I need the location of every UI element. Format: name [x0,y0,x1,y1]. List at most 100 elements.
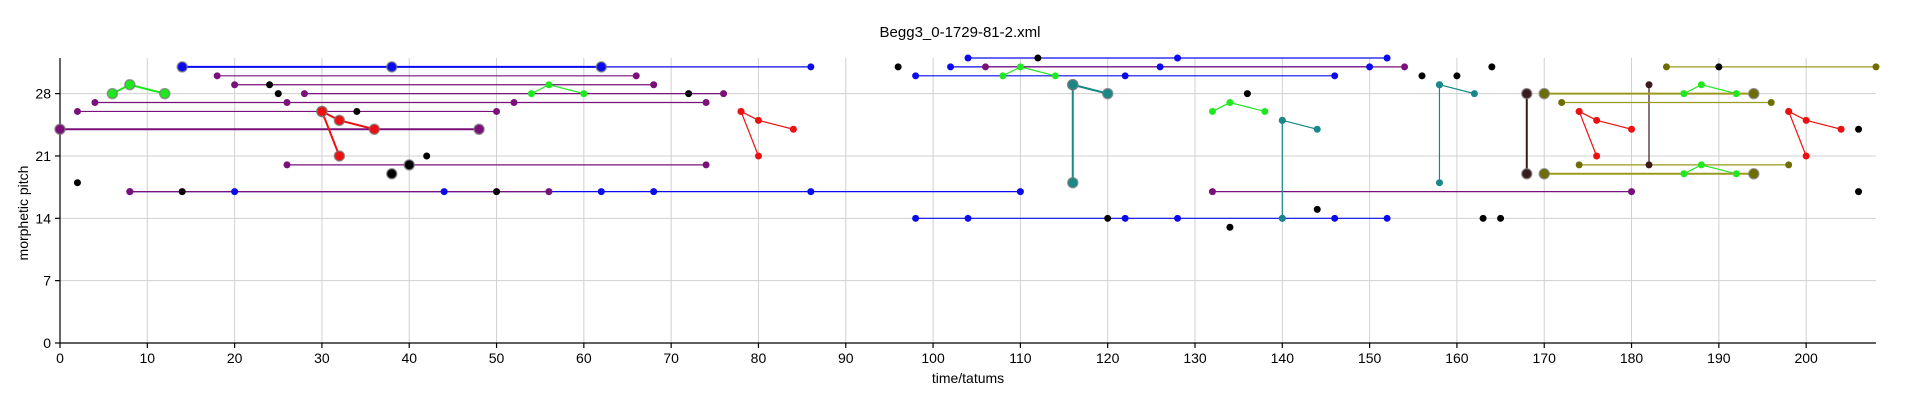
data-point [353,107,361,115]
x-tick-label: 150 [1358,350,1382,366]
data-point [1383,54,1391,62]
data-point [1313,205,1321,213]
x-tick-label: 160 [1445,350,1469,366]
data-point [1366,63,1374,71]
data-point [283,161,291,169]
data-point [1121,72,1129,80]
data-point [720,90,728,98]
data-point [333,150,346,162]
data-point [545,188,553,196]
series-lines [60,57,1876,219]
data-point [947,63,955,71]
data-point [493,188,501,196]
data-point [1593,116,1601,124]
data-point [440,188,448,196]
series-line [1578,110,1632,130]
data-point [316,105,328,118]
data-point [333,114,346,127]
data-point [159,87,171,100]
data-point [1401,63,1409,71]
x-tick-label: 90 [838,350,854,366]
data-point [1837,125,1845,133]
data-point [231,188,239,196]
data-point [1732,90,1740,98]
data-point [1174,54,1182,62]
data-point [1067,176,1079,189]
data-point [1488,63,1496,71]
axes [55,58,1876,348]
series-line [1002,66,1056,77]
y-tick-label: 28 [35,86,51,102]
data-point [1855,188,1863,196]
data-point [73,107,81,115]
data-point [1521,168,1533,180]
chart-title: Begg3_0-1729-81-2.xml [880,24,1041,41]
data-point [1558,99,1566,107]
data-point [1538,168,1550,180]
data-point [1575,107,1583,115]
data-point [1156,63,1164,71]
data-point [1645,161,1653,169]
series-line [1072,83,1108,95]
data-point [737,107,745,115]
data-point [1697,161,1705,169]
data-point [73,179,81,187]
data-point [1785,161,1793,169]
data-point [386,168,398,180]
x-tick-label: 190 [1707,350,1731,366]
data-point [650,188,658,196]
data-point [1802,116,1810,124]
data-point [1538,87,1550,100]
data-point [1855,125,1863,133]
data-point [1715,63,1723,71]
data-point [1785,107,1793,115]
y-axis-label: morphetic pitch [15,166,31,261]
grid [60,58,1876,343]
x-axis-label: time/tatums [932,370,1004,386]
data-point [964,54,972,62]
data-point [266,81,274,89]
data-point [178,188,186,196]
data-point [1174,214,1182,222]
data-point [1479,214,1487,222]
data-point [1101,87,1114,100]
data-point [545,81,553,89]
data-point [1226,99,1234,107]
x-tick-label: 20 [227,350,243,366]
data-point [176,61,188,73]
data-point [386,61,398,73]
data-point [1680,90,1688,98]
data-point [1872,63,1880,71]
data-point [473,123,485,135]
data-point [1418,72,1426,80]
series-line [321,110,375,131]
data-point [1767,99,1775,107]
data-point [981,63,989,71]
x-tick-label: 140 [1271,350,1295,366]
y-tick-label: 14 [35,210,51,226]
data-point [54,123,66,135]
series-line [1788,110,1842,130]
series-line [1683,84,1737,95]
x-tick-label: 170 [1533,350,1557,366]
series-line [531,84,584,95]
data-point [213,72,221,80]
data-point [1331,72,1339,80]
data-point [368,123,381,135]
series-line [1578,111,1598,157]
series-line [1212,101,1265,113]
data-point [1697,81,1705,89]
x-tick-label: 50 [489,350,505,366]
data-point [124,78,136,91]
data-point [650,81,658,89]
data-point [685,90,693,98]
data-point [702,99,710,107]
series-line [1439,84,1475,95]
series-points [54,54,1880,231]
x-tick-label: 120 [1096,350,1120,366]
data-point [1067,78,1079,91]
data-point [1453,72,1461,80]
series-line [1788,111,1807,157]
data-point [1732,170,1740,178]
